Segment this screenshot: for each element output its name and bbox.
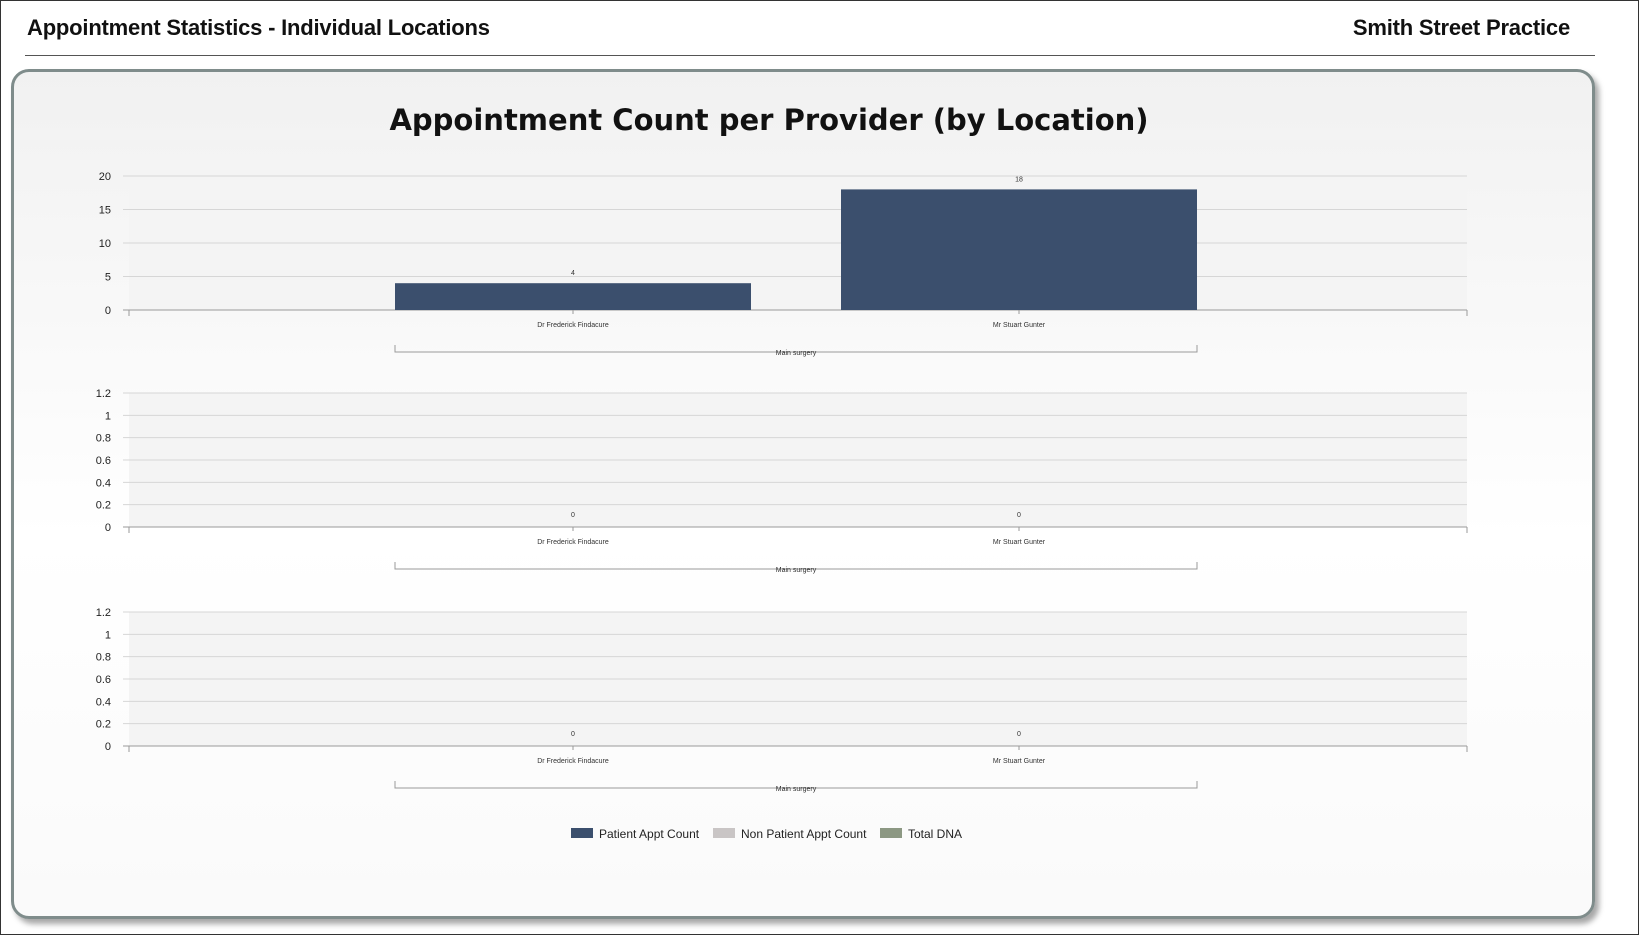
bar [395,283,751,310]
group-bracket [394,345,1198,353]
category-label: Mr Stuart Gunter [993,758,1046,765]
category-label: Mr Stuart Gunter [993,539,1046,546]
category-label: Dr Frederick Findacure [537,758,609,765]
y-tick-label: 1 [105,410,111,422]
header-divider [25,55,1595,56]
legend-swatch [571,828,593,838]
report-title: Appointment Statistics - Individual Loca… [27,15,490,40]
y-tick-label: 10 [99,238,111,250]
y-tick-label: 0.6 [96,455,111,467]
data-label: 0 [571,512,575,519]
y-tick-label: 0.8 [96,433,111,445]
data-label: 0 [571,731,575,738]
chart-panel-3: 0 0.2 0.4 0.6 0.8 1 1.2 0 0 Dr Frederick Findacur… [96,607,1468,793]
y-tick-label: 20 [99,171,111,183]
y-tick-label: 0 [105,522,111,534]
group-label: Main surgery [776,567,817,574]
legend-swatch [880,828,902,838]
group-label: Main surgery [776,786,817,793]
appointment-chart: Appointment Count per Provider (by Locat… [96,103,1468,841]
y-tick-label: 0.2 [96,500,111,512]
legend-swatch [713,828,735,838]
data-label: 0 [1017,731,1021,738]
chart-title: Appointment Count per Provider (by Locat… [389,103,1148,137]
y-tick-label: 0.8 [96,652,111,664]
y-tick-label: 0.4 [96,477,111,489]
chart-panel-2: 0 0.2 0.4 0.6 0.8 1 1.2 0 0 Dr Frederick Findacur… [96,388,1468,574]
chart-panel-1: 0 5 10 15 20 4 18 Dr Frederick Findacure Mr Stua… [99,171,1468,357]
y-tick-label: 1 [105,629,111,641]
category-label: Mr Stuart Gunter [993,322,1046,329]
y-tick-label: 0 [105,741,111,753]
data-label: 0 [1017,512,1021,519]
legend-item: Non Patient Appt Count [713,827,867,841]
y-tick-label: 0 [105,305,111,317]
group-bracket [394,562,1198,570]
group-bracket [394,781,1198,789]
y-tick-label: 15 [99,205,111,217]
legend-label: Total DNA [908,827,962,841]
legend-item: Patient Appt Count [571,827,700,841]
y-tick-label: 1.2 [96,607,111,619]
y-tick-label: 5 [105,272,111,284]
category-label: Dr Frederick Findacure [537,322,609,329]
data-label: 18 [1015,176,1023,183]
practice-name: Smith Street Practice [1352,15,1570,40]
y-tick-label: 0.2 [96,719,111,731]
legend-label: Patient Appt Count [599,827,700,841]
category-label: Dr Frederick Findacure [537,539,609,546]
bar [841,189,1197,310]
y-tick-label: 0.6 [96,674,111,686]
chart-legend: Patient Appt Count Non Patient Appt Count… [571,827,962,841]
legend-label: Non Patient Appt Count [741,827,867,841]
y-tick-label: 0.4 [96,696,111,708]
data-label: 4 [571,270,575,277]
group-label: Main surgery [776,350,817,357]
chart-panel: Appointment Count per Provider (by Locat… [11,69,1595,919]
legend-item: Total DNA [880,827,962,841]
y-tick-label: 1.2 [96,388,111,400]
